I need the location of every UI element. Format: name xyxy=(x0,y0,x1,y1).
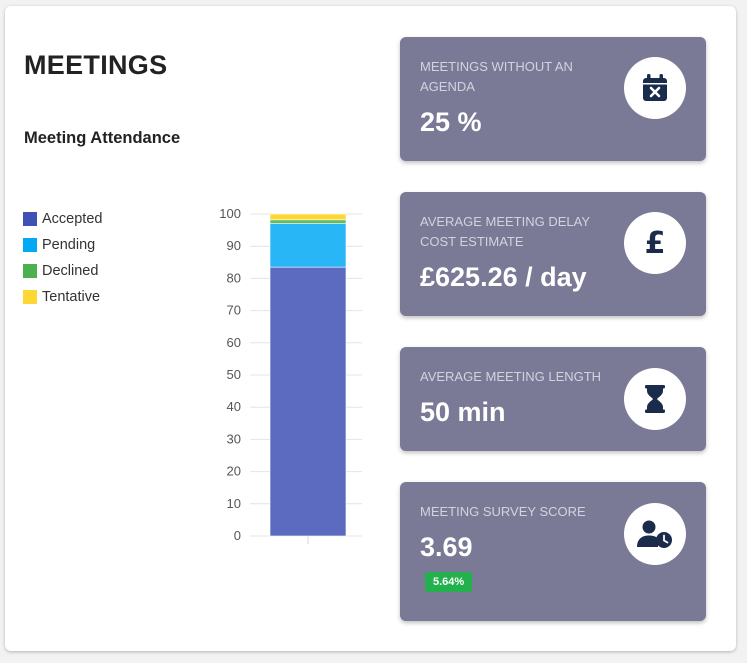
bar-segment-pending[interactable] xyxy=(269,223,347,268)
bar-segment-declined[interactable] xyxy=(269,219,347,224)
tile-value: £625.26 / day xyxy=(420,262,587,292)
legend-label-declined: Declined xyxy=(42,263,99,279)
tile-label: MEETINGS WITHOUT AN AGENDA xyxy=(420,59,573,94)
tile-meeting-delay-cost[interactable]: AVERAGE MEETING DELAY COST ESTIMATE £625… xyxy=(400,192,706,316)
tile-meeting-survey-score[interactable]: MEETING SURVEY SCORE 3.69 5.64% xyxy=(400,482,706,621)
attendance-chart: 0 10 20 30 40 50 60 70 80 90 100 xyxy=(219,206,362,544)
meetings-card: MEETINGS Meeting Attendance Accepted Pen… xyxy=(5,6,736,651)
tile-average-meeting-length[interactable]: AVERAGE MEETING LENGTH 50 min xyxy=(400,347,706,451)
y-tick-label: 100 xyxy=(219,206,241,221)
y-tick-label: 20 xyxy=(227,464,241,479)
y-tick-label: 0 xyxy=(234,528,241,543)
bar-segment-accepted[interactable] xyxy=(269,266,347,537)
y-tick-label: 10 xyxy=(227,496,241,511)
tile-label: AVERAGE MEETING DELAY COST ESTIMATE xyxy=(420,214,590,249)
pound-icon: £ xyxy=(624,212,686,274)
tile-value: 3.69 xyxy=(420,532,473,562)
tile-value: 50 min xyxy=(420,397,506,427)
change-badge: 5.64% xyxy=(425,572,473,592)
y-tick-label: 40 xyxy=(227,399,241,414)
legend-item-pending[interactable]: Pending xyxy=(23,232,102,258)
legend-swatch-accepted xyxy=(23,212,37,226)
legend-label-pending: Pending xyxy=(42,237,96,253)
y-tick-label: 50 xyxy=(227,367,241,382)
chart-legend: Accepted Pending Declined Tentative xyxy=(23,206,102,310)
chart-subtitle: Meeting Attendance xyxy=(24,129,181,147)
legend-item-tentative[interactable]: Tentative xyxy=(23,284,102,310)
page-title: MEETINGS xyxy=(24,50,168,80)
tile-value: 25 % xyxy=(420,107,482,137)
y-tick-label: 80 xyxy=(227,270,241,285)
calendar-x-icon xyxy=(624,57,686,119)
y-tick-label: 90 xyxy=(227,238,241,253)
legend-swatch-tentative xyxy=(23,290,37,304)
bar-segment-tentative[interactable] xyxy=(269,213,347,221)
y-tick-label: 60 xyxy=(227,335,241,350)
y-tick-label: 30 xyxy=(227,431,241,446)
hourglass-icon xyxy=(624,368,686,430)
legend-item-declined[interactable]: Declined xyxy=(23,258,102,284)
legend-swatch-pending xyxy=(23,238,37,252)
legend-item-accepted[interactable]: Accepted xyxy=(23,206,102,232)
tile-label: MEETING SURVEY SCORE xyxy=(420,504,586,519)
legend-swatch-declined xyxy=(23,264,37,278)
legend-label-accepted: Accepted xyxy=(42,211,103,227)
y-tick-label: 70 xyxy=(227,303,241,318)
tile-meetings-without-agenda[interactable]: MEETINGS WITHOUT AN AGENDA 25 % xyxy=(400,37,706,161)
tile-label: AVERAGE MEETING LENGTH xyxy=(420,369,602,384)
user-clock-icon xyxy=(624,503,686,565)
legend-label-tentative: Tentative xyxy=(42,289,101,305)
